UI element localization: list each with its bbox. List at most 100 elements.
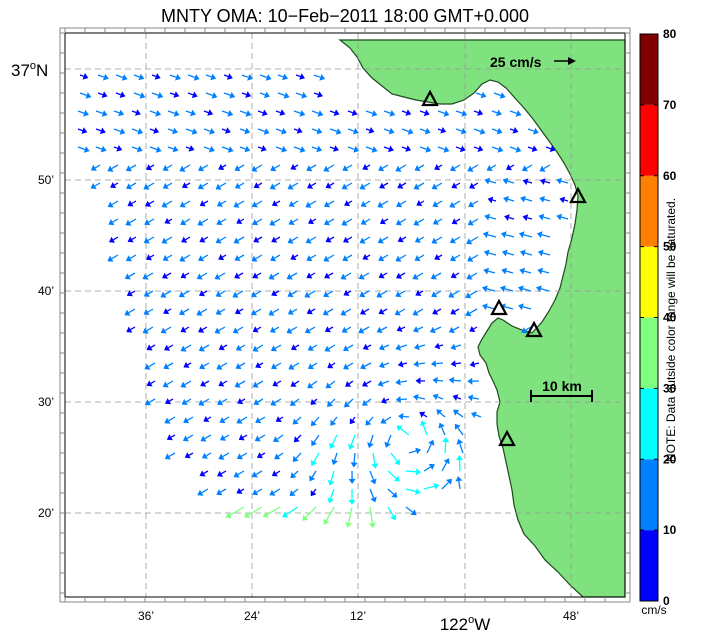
current-vector xyxy=(390,452,400,466)
lat-label-50: 50’ xyxy=(38,173,54,187)
current-vector xyxy=(181,182,191,189)
current-vector xyxy=(127,236,137,243)
current-vector xyxy=(412,272,424,280)
current-vector xyxy=(360,362,372,370)
lat-label-40: 40’ xyxy=(38,284,54,298)
current-vector xyxy=(262,506,281,518)
current-vector xyxy=(295,92,308,99)
current-vector xyxy=(469,326,478,332)
current-vector xyxy=(275,416,284,422)
current-vector xyxy=(180,326,190,333)
current-vector xyxy=(185,145,195,152)
current-vector xyxy=(198,254,209,262)
current-vector xyxy=(451,182,461,189)
current-vector xyxy=(233,236,245,244)
lon-label-36: 36’ xyxy=(138,609,154,623)
current-vector xyxy=(257,109,268,117)
current-vector xyxy=(197,182,209,190)
current-vector xyxy=(408,447,421,455)
lon-label-122W: 122oW xyxy=(440,614,491,634)
lon-label-12: 12’ xyxy=(350,609,366,623)
current-vector xyxy=(219,434,230,441)
current-vector xyxy=(287,236,299,244)
current-vector xyxy=(537,267,550,275)
current-vector xyxy=(376,326,388,334)
current-vector xyxy=(149,127,160,134)
current-vector xyxy=(437,110,450,117)
current-vector xyxy=(235,362,246,370)
current-vector xyxy=(292,452,302,462)
colorbar-segment xyxy=(640,317,658,389)
current-vector xyxy=(271,470,281,477)
current-vector xyxy=(251,164,263,172)
current-vector xyxy=(268,272,280,280)
current-vector xyxy=(133,92,146,99)
current-vector xyxy=(234,380,246,388)
radar-site-marker xyxy=(498,429,516,447)
current-vector xyxy=(125,254,137,262)
current-vector xyxy=(181,398,192,405)
graticule xyxy=(65,33,625,597)
current-vector xyxy=(275,145,287,153)
current-vector xyxy=(218,254,227,261)
current-vector xyxy=(387,506,397,521)
current-vector xyxy=(95,145,107,153)
current-vector xyxy=(251,470,263,478)
current-vector xyxy=(179,200,191,208)
current-vector xyxy=(518,285,532,293)
current-vector xyxy=(419,146,432,153)
current-vector xyxy=(456,455,463,472)
current-vector xyxy=(269,326,280,333)
current-vector xyxy=(450,308,460,315)
current-vector xyxy=(405,468,422,476)
current-vector xyxy=(395,344,408,351)
current-vector xyxy=(203,128,215,135)
current-vector xyxy=(450,343,462,351)
current-vector xyxy=(394,308,406,316)
current-vector xyxy=(536,285,550,293)
current-vector xyxy=(196,272,208,280)
current-vector xyxy=(413,182,425,190)
current-vector xyxy=(341,326,352,333)
current-vector xyxy=(146,254,155,261)
current-vector xyxy=(127,200,137,207)
current-vector xyxy=(77,146,90,153)
current-vector xyxy=(486,164,497,171)
current-vector xyxy=(475,91,487,99)
current-vector xyxy=(257,145,267,152)
current-vector xyxy=(559,196,569,204)
current-vector xyxy=(331,452,338,466)
current-vector xyxy=(396,200,407,208)
current-vector xyxy=(426,439,435,454)
current-vector xyxy=(288,218,299,225)
current-vector xyxy=(430,272,442,280)
current-vector xyxy=(405,506,417,516)
current-vector xyxy=(379,182,389,189)
current-vector xyxy=(467,254,479,262)
current-vector xyxy=(162,272,172,279)
current-vector xyxy=(436,409,446,418)
current-vector xyxy=(482,285,496,293)
current-vector xyxy=(146,164,155,171)
current-vector xyxy=(358,326,370,334)
current-vector xyxy=(311,110,324,117)
current-vector xyxy=(144,218,155,226)
current-vector xyxy=(437,146,450,153)
current-vector xyxy=(95,127,106,135)
current-vector xyxy=(395,378,408,386)
current-vector xyxy=(419,411,428,418)
current-vector xyxy=(288,200,299,207)
current-vector xyxy=(518,303,532,311)
current-vector xyxy=(187,74,200,81)
current-vector xyxy=(250,308,262,316)
current-vector xyxy=(90,182,101,189)
current-vector xyxy=(236,218,245,224)
current-vector xyxy=(329,145,339,152)
current-vector xyxy=(307,182,317,189)
current-vector xyxy=(493,92,506,99)
current-vector xyxy=(131,128,144,135)
current-vector xyxy=(450,164,461,172)
current-vector xyxy=(252,380,264,388)
current-vector xyxy=(107,164,119,172)
